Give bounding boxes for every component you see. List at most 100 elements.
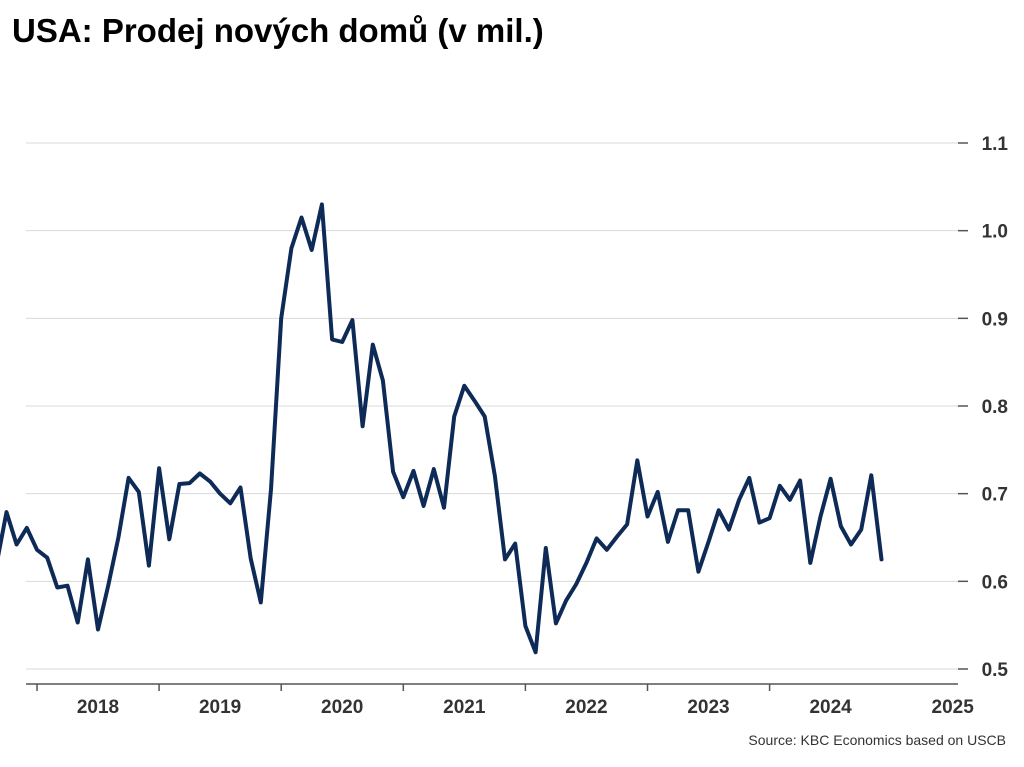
data-point-39	[371, 343, 374, 346]
data-point-58	[564, 599, 568, 602]
data-point-26	[239, 486, 242, 489]
data-point-74	[727, 528, 731, 531]
data-point-4	[15, 543, 18, 546]
data-point-76	[748, 476, 751, 480]
data-point-59	[575, 582, 578, 586]
data-point-11	[86, 558, 90, 561]
data-point-29	[269, 488, 273, 491]
data-point-60	[585, 561, 588, 565]
data-point-89	[880, 558, 883, 561]
data-point-30	[280, 317, 283, 320]
data-point-40	[381, 379, 385, 382]
x-tick-label-2024: 2024	[809, 697, 852, 718]
data-point-14	[117, 536, 120, 539]
series-line-0	[0, 202, 884, 655]
x-tick-label-2021: 2021	[443, 697, 486, 718]
data-point-13	[107, 584, 110, 587]
x-tick-label-2023: 2023	[687, 697, 729, 718]
data-point-9	[66, 584, 69, 587]
data-point-88	[870, 474, 873, 477]
data-point-61	[595, 537, 598, 540]
data-point-69	[676, 509, 680, 512]
data-point-57	[554, 622, 558, 625]
y-tick-label-5: 1.0	[982, 222, 1008, 243]
data-point-68	[666, 540, 670, 544]
data-point-72	[707, 540, 710, 544]
data-point-19	[168, 538, 171, 541]
source-note: Source: KBC Economics based on USCB	[748, 732, 1006, 748]
data-point-24	[218, 492, 222, 495]
data-point-8	[56, 586, 59, 589]
data-point-16	[137, 490, 140, 494]
x-tick-label-2018: 2018	[77, 697, 119, 718]
data-point-33	[310, 248, 313, 252]
data-point-77	[758, 521, 761, 524]
data-point-75	[737, 498, 741, 501]
data-point-51	[493, 474, 497, 478]
data-point-82	[809, 561, 812, 565]
x-tick-label-2025: 2025	[932, 697, 975, 718]
data-point-64	[625, 523, 629, 526]
data-point-35	[330, 338, 334, 341]
data-point-46	[442, 506, 446, 509]
gridlines	[26, 142, 968, 670]
data-point-62	[605, 548, 608, 551]
data-point-71	[697, 570, 700, 573]
data-point-41	[391, 470, 395, 473]
data-point-47	[453, 415, 456, 418]
data-point-56	[544, 546, 547, 550]
data-point-67	[656, 490, 659, 494]
data-point-52	[503, 558, 507, 561]
y-tick-label-4: 0.9	[982, 309, 1008, 330]
data-point-73	[717, 509, 720, 512]
x-tick-label-2019: 2019	[199, 697, 241, 718]
x-tick-label-2022: 2022	[565, 697, 607, 718]
data-point-17	[147, 564, 151, 567]
data-point-10	[76, 621, 79, 624]
data-point-53	[514, 542, 517, 545]
y-tick-label-1: 0.6	[982, 572, 1008, 593]
data-point-22	[198, 472, 201, 475]
data-point-49	[473, 399, 476, 402]
data-point-79	[778, 484, 781, 487]
y-axis-labels: 0.5 0.6 0.7 0.8 0.9 1.0 1.1	[982, 134, 1009, 681]
data-point-87	[860, 528, 863, 531]
y-tick-label-3: 0.8	[982, 397, 1008, 418]
data-point-15	[127, 476, 130, 480]
data-point-83	[819, 515, 822, 518]
data-point-78	[768, 517, 771, 520]
x-axis: 2018 2019 2020 2021 2022 2023 2024 2025	[26, 683, 975, 718]
data-point-3	[5, 510, 8, 514]
data-point-80	[788, 498, 792, 501]
data-point-12	[96, 628, 100, 631]
data-point-43	[412, 469, 415, 473]
data-point-5	[25, 526, 28, 530]
data-point-44	[422, 504, 425, 508]
data-point-36	[341, 340, 344, 344]
data-point-23	[208, 480, 212, 483]
data-point-54	[524, 624, 527, 628]
y-tick-label-6: 1.1	[982, 134, 1009, 155]
data-point-34	[320, 203, 324, 206]
series-group	[0, 202, 884, 655]
y-tick-label-0: 0.5	[982, 660, 1009, 681]
data-point-27	[249, 557, 252, 560]
data-point-32	[300, 216, 303, 219]
data-point-84	[829, 477, 832, 480]
data-point-28	[259, 601, 262, 604]
data-point-63	[615, 535, 619, 538]
data-point-31	[290, 247, 293, 250]
data-point-70	[687, 509, 690, 512]
data-point-25	[229, 502, 232, 505]
data-point-38	[361, 425, 364, 428]
data-point-50	[483, 415, 486, 418]
data-point-20	[178, 482, 181, 486]
chart-title: USA: Prodej nových domů (v mil.)	[12, 12, 544, 49]
data-point-18	[157, 467, 161, 470]
data-point-42	[402, 496, 405, 499]
data-point-48	[463, 384, 466, 387]
data-point-21	[188, 481, 191, 485]
data-point-85	[839, 524, 842, 528]
x-tick-label-2020: 2020	[321, 697, 363, 718]
